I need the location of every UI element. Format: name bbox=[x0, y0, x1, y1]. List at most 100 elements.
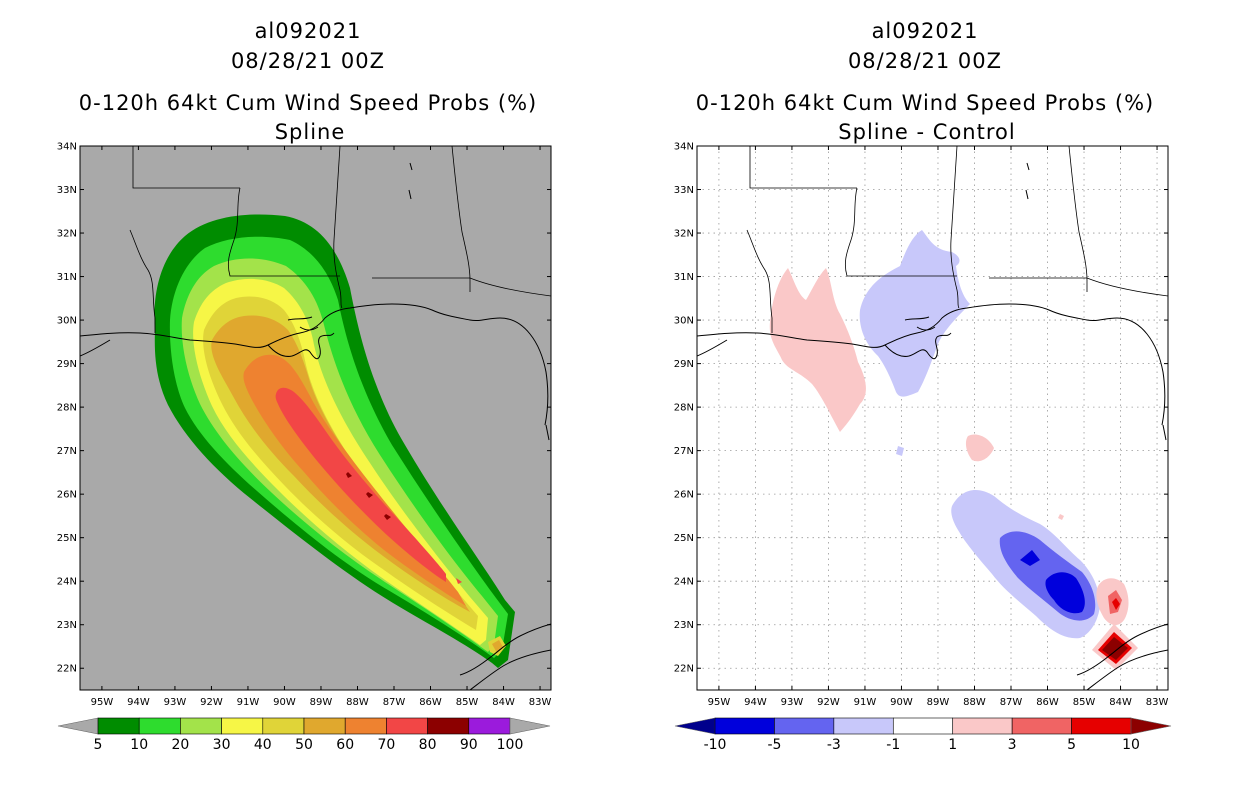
colorbar-label: 1 bbox=[948, 737, 957, 753]
y-tick-label: 32N bbox=[57, 229, 77, 240]
left-probability-field bbox=[80, 146, 551, 690]
left-contour-80-a bbox=[346, 472, 352, 478]
y-tick-label: 23N bbox=[57, 620, 77, 631]
y-tick-label: 25N bbox=[674, 533, 694, 544]
colorbar-swatch bbox=[344, 717, 387, 735]
colorbar-swatch bbox=[180, 717, 222, 735]
y-tick-label: 26N bbox=[674, 490, 694, 501]
colorbar-swatch bbox=[714, 717, 775, 735]
right-map-frame bbox=[696, 145, 1169, 691]
x-tick-label: 87W bbox=[1000, 697, 1023, 708]
x-tick-label: 91W bbox=[854, 697, 877, 708]
right-negative-track-5b bbox=[1045, 572, 1085, 614]
x-tick-label: 90W bbox=[890, 697, 913, 708]
right-negative-louisiana bbox=[859, 230, 970, 397]
left-map-frame bbox=[79, 145, 552, 691]
colorbar-label: 3 bbox=[1008, 737, 1017, 753]
colorbar-label: 40 bbox=[254, 737, 272, 753]
x-tick-label: 87W bbox=[383, 697, 406, 708]
colorbar-under-arrow bbox=[674, 717, 716, 735]
y-tick-label: 29N bbox=[674, 359, 694, 370]
colorbar-under-arrow bbox=[57, 717, 99, 735]
right-difference-field bbox=[697, 146, 1168, 690]
colorbar-over-arrow bbox=[509, 717, 551, 735]
x-tick-label: 93W bbox=[781, 697, 804, 708]
colorbar-swatch bbox=[303, 717, 346, 735]
right-negative-spot bbox=[896, 446, 904, 456]
right-axis-ticks: 95W 94W 93W 92W 91W 90W 89W 88W 87W 86W 85W 84W 83W 2… bbox=[674, 142, 1169, 709]
left-subtitle: Spline bbox=[275, 120, 346, 144]
colorbar-label: 10 bbox=[130, 737, 148, 753]
colorbar-swatch bbox=[97, 717, 140, 735]
left-contour-80-c bbox=[384, 514, 391, 520]
right-negative-track-5a bbox=[1020, 550, 1040, 566]
left-colorbar: 5 10 20 30 40 50 60 70 80 90 100 bbox=[57, 717, 551, 753]
y-tick-label: 33N bbox=[57, 185, 77, 196]
x-tick-label: 95W bbox=[708, 697, 731, 708]
y-tick-label: 30N bbox=[674, 316, 694, 327]
x-tick-label: 83W bbox=[1146, 697, 1169, 708]
left-contour-80-b bbox=[366, 492, 373, 498]
right-date: 08/28/21 00Z bbox=[848, 49, 1002, 73]
right-subtitle: Spline - Control bbox=[838, 120, 1015, 144]
left-contour-70 bbox=[275, 387, 446, 582]
y-tick-label: 23N bbox=[674, 620, 694, 631]
colorbar-label: -1 bbox=[886, 737, 900, 753]
x-tick-label: 84W bbox=[492, 697, 515, 708]
x-tick-label: 89W bbox=[927, 697, 950, 708]
x-tick-label: 88W bbox=[346, 697, 369, 708]
x-tick-label: 93W bbox=[164, 697, 187, 708]
colorbar-swatch bbox=[892, 717, 954, 735]
right-positive-keys-5 bbox=[1112, 598, 1120, 610]
right-title: 0-120h 64kt Cum Wind Speed Probs (%) bbox=[696, 91, 1154, 115]
colorbar-swatch bbox=[221, 717, 264, 735]
left-contour-80-d bbox=[456, 578, 462, 584]
y-tick-label: 28N bbox=[674, 403, 694, 414]
x-tick-label: 85W bbox=[456, 697, 479, 708]
x-tick-label: 85W bbox=[1073, 697, 1096, 708]
colorbar-label: 5 bbox=[1067, 737, 1076, 753]
y-tick-label: 25N bbox=[57, 533, 77, 544]
y-tick-label: 22N bbox=[57, 664, 77, 675]
y-tick-label: 27N bbox=[57, 446, 77, 457]
colorbar-swatch bbox=[468, 717, 511, 735]
x-tick-label: 94W bbox=[744, 697, 767, 708]
colorbar-label: 60 bbox=[336, 737, 354, 753]
colorbar-label: 90 bbox=[460, 737, 478, 753]
x-tick-label: 83W bbox=[529, 697, 552, 708]
right-colorbar: -10 -5 -3 -1 1 3 5 10 bbox=[674, 717, 1172, 753]
left-panel: al092021 08/28/21 00Z 0-120h 64kt Cum Wi… bbox=[57, 19, 552, 753]
colorbar-swatch bbox=[1071, 717, 1132, 735]
right-panel: al092021 08/28/21 00Z 0-120h 64kt Cum Wi… bbox=[674, 19, 1172, 753]
y-tick-label: 32N bbox=[674, 229, 694, 240]
right-positive-texas bbox=[769, 268, 866, 432]
right-positive-cuba-10 bbox=[1102, 637, 1128, 660]
x-tick-label: 94W bbox=[127, 697, 150, 708]
colorbar-swatch bbox=[774, 717, 835, 735]
x-tick-label: 92W bbox=[200, 697, 223, 708]
colorbar-label: 5 bbox=[94, 737, 103, 753]
x-tick-label: 89W bbox=[310, 697, 333, 708]
y-tick-label: 33N bbox=[674, 185, 694, 196]
x-tick-label: 86W bbox=[419, 697, 442, 708]
y-tick-label: 34N bbox=[674, 142, 694, 153]
left-title: 0-120h 64kt Cum Wind Speed Probs (%) bbox=[79, 91, 537, 115]
colorbar-swatch bbox=[138, 717, 181, 735]
colorbar-label: 50 bbox=[295, 737, 313, 753]
colorbar-label: -3 bbox=[827, 737, 841, 753]
y-tick-label: 26N bbox=[57, 490, 77, 501]
left-date: 08/28/21 00Z bbox=[231, 49, 385, 73]
x-tick-label: 86W bbox=[1036, 697, 1059, 708]
colorbar-label: 20 bbox=[171, 737, 189, 753]
colorbar-label: -5 bbox=[767, 737, 781, 753]
colorbar-swatch bbox=[262, 717, 305, 735]
right-positive-spot bbox=[965, 434, 994, 462]
right-positive-dot bbox=[1058, 514, 1064, 520]
colorbar-swatch bbox=[1011, 717, 1072, 735]
y-tick-label: 27N bbox=[674, 446, 694, 457]
x-tick-label: 84W bbox=[1109, 697, 1132, 708]
x-tick-label: 95W bbox=[91, 697, 114, 708]
colorbar-swatch bbox=[427, 717, 470, 735]
y-tick-label: 22N bbox=[674, 664, 694, 675]
